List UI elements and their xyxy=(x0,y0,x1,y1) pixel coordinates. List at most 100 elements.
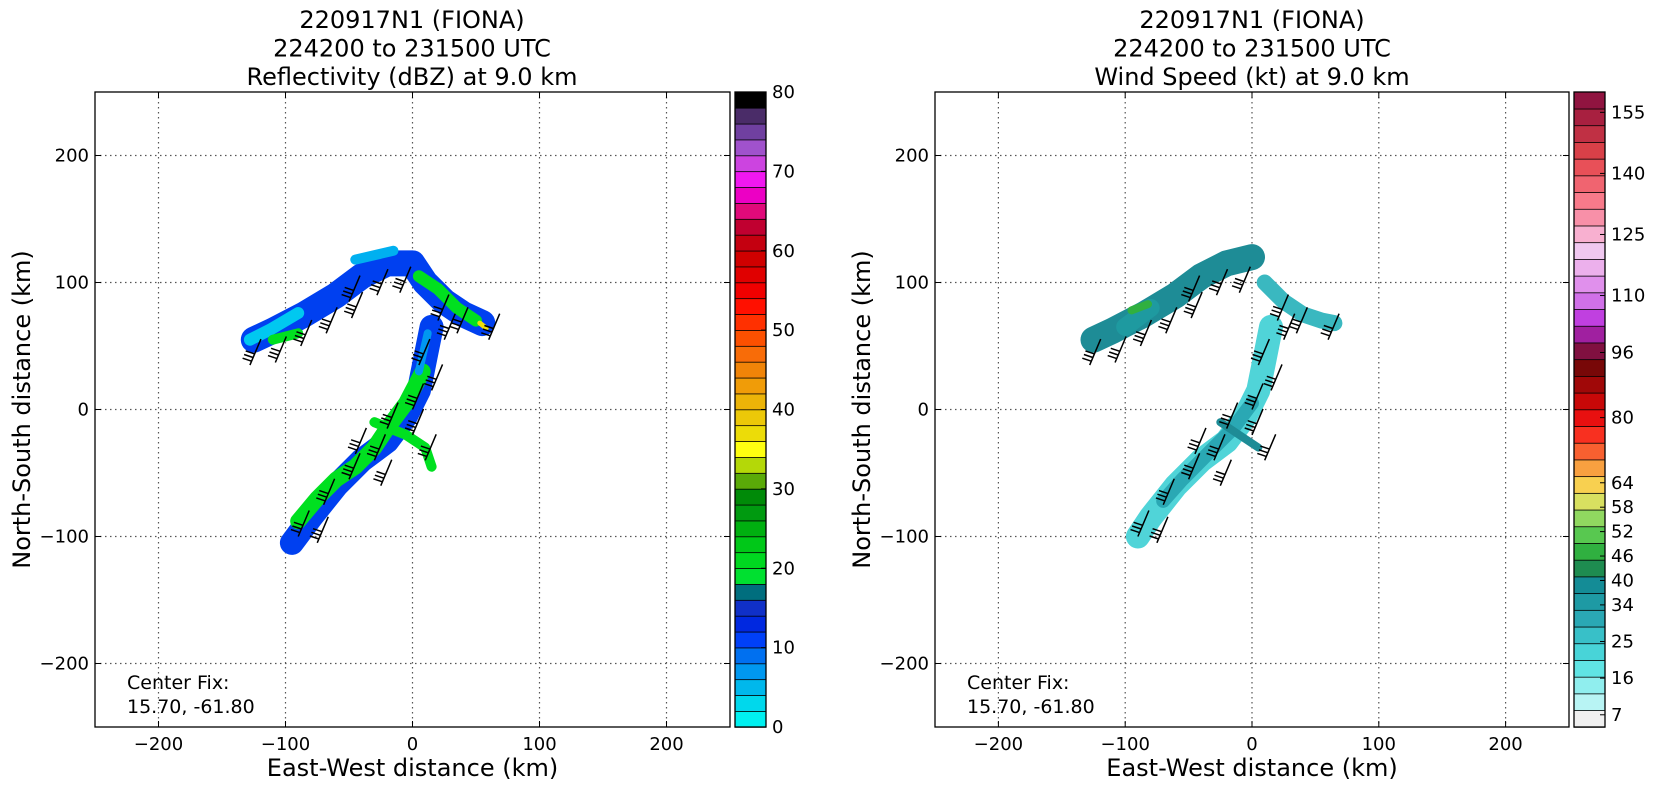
colorbar-swatch-13 xyxy=(734,504,767,522)
wind-barb-8 xyxy=(392,266,412,293)
data-swath-9 xyxy=(414,329,432,376)
wind-barb-9 xyxy=(430,294,450,321)
x-tick-label-3: 100 xyxy=(522,734,556,755)
colorbar-swatch-1 xyxy=(1573,693,1606,711)
colorbar-swatch-2 xyxy=(1573,676,1606,695)
colorbar-tick-label-5: 46 xyxy=(1611,546,1634,567)
chart-panel-1: 220917N1 (FIONA)224200 to 231500 UTCRefl… xyxy=(8,6,795,782)
colorbar-swatch-16 xyxy=(734,456,767,474)
colorbar-swatch-8 xyxy=(1573,576,1606,595)
wind-barb-11 xyxy=(1250,338,1271,366)
colorbar-swatch-3 xyxy=(734,663,767,681)
colorbar: 0 10 20 30 40 50 60 70 80 xyxy=(734,82,795,738)
wind-barb-22 xyxy=(347,427,368,455)
data-layer xyxy=(240,245,501,555)
wind-barb-6 xyxy=(369,268,389,296)
wind-barb-5 xyxy=(343,291,364,319)
chart-title-line-1: 220917N1 (FIONA) xyxy=(1139,6,1364,34)
colorbar-swatch-22 xyxy=(734,361,767,379)
colorbar-tick-label-3: 30 xyxy=(772,479,795,500)
colorbar-swatch-14 xyxy=(1573,475,1606,494)
colorbar-swatch-16 xyxy=(1573,442,1606,461)
colorbar-tick-label-4: 40 xyxy=(772,400,795,421)
wind-barb-19 xyxy=(1130,510,1150,537)
colorbar-swatch-36 xyxy=(1573,108,1606,127)
colorbar-swatch-14 xyxy=(734,488,767,506)
colorbar-swatch-21 xyxy=(1573,358,1606,377)
colorbar-swatch-1 xyxy=(734,694,767,712)
colorbar-tick-label-7: 70 xyxy=(772,161,795,182)
colorbar: 7 16 25 34 40 46 52 58 64 80 96 110 125 140 155 xyxy=(1573,91,1645,728)
wind-barb-2 xyxy=(267,336,288,363)
colorbar-tick-label-6: 60 xyxy=(772,241,795,262)
wind-barb-18 xyxy=(316,478,336,506)
data-swath-3 xyxy=(350,245,399,265)
colorbar-tick-label-8: 80 xyxy=(772,82,795,103)
colorbar-tick-label-14: 155 xyxy=(1611,102,1645,123)
colorbar-swatch-30 xyxy=(734,234,767,252)
gridlines xyxy=(95,92,730,727)
colorbar-tick-label-10: 96 xyxy=(1611,343,1634,364)
colorbar-swatch-0 xyxy=(1573,709,1606,728)
y-tick-label-3: 100 xyxy=(55,273,89,294)
colorbar-tick-label-1: 10 xyxy=(772,638,795,659)
wind-barb-25 xyxy=(449,307,469,334)
colorbar-swatch-34 xyxy=(1573,141,1606,160)
wind-barb-20 xyxy=(1149,516,1169,544)
colorbar-swatch-8 xyxy=(734,583,767,601)
wind-barb-24 xyxy=(481,313,501,340)
colorbar-swatch-11 xyxy=(1573,526,1606,544)
colorbar-tick-label-3: 34 xyxy=(1611,595,1634,616)
wind-barb-19 xyxy=(290,510,310,537)
colorbar-tick-label-7: 58 xyxy=(1611,497,1634,518)
colorbar-swatch-5 xyxy=(734,631,767,649)
colorbar-swatch-31 xyxy=(734,218,767,236)
colorbar-swatch-36 xyxy=(734,139,767,157)
colorbar-tick-label-9: 80 xyxy=(1611,408,1634,429)
wind-barb-6 xyxy=(1208,268,1229,296)
y-axis-label: North-South distance (km) xyxy=(8,250,36,569)
colorbar-swatch-29 xyxy=(734,250,767,268)
wind-barb-9 xyxy=(1269,294,1290,321)
colorbar-swatch-39 xyxy=(734,91,767,109)
wind-barb-2 xyxy=(1107,336,1127,363)
x-tick-label-3: 100 xyxy=(1362,734,1396,755)
colorbar-swatch-37 xyxy=(734,123,767,141)
chart-title-line-3: Reflectivity (dBZ) at 9.0 km xyxy=(247,63,578,91)
colorbar-tick-label-8: 64 xyxy=(1611,473,1634,494)
colorbar-swatch-19 xyxy=(734,409,767,427)
wind-barbs xyxy=(242,266,501,544)
center-fix-line-2: 15.70, -61.80 xyxy=(967,696,1095,718)
x-tick-label-2: 0 xyxy=(407,734,418,755)
colorbar-swatch-4 xyxy=(1573,643,1606,661)
center-fix-line-1: Center Fix: xyxy=(967,672,1069,694)
wind-barb-15 xyxy=(404,408,425,436)
data-swath-6 xyxy=(1156,396,1259,508)
wind-barb-5 xyxy=(1183,291,1203,319)
colorbar-swatch-6 xyxy=(734,615,767,633)
colorbar-tick-label-2: 20 xyxy=(772,558,795,579)
colorbar-swatch-2 xyxy=(734,678,767,696)
data-swath-1 xyxy=(1080,244,1265,353)
data-swath-8 xyxy=(369,417,437,472)
colorbar-swatch-33 xyxy=(734,186,767,204)
wind-barb-3 xyxy=(1132,319,1153,347)
y-tick-label-1: −100 xyxy=(880,527,929,548)
colorbar-swatch-4 xyxy=(734,647,767,665)
wind-barb-7 xyxy=(1181,275,1201,302)
colorbar-tick-label-12: 125 xyxy=(1611,224,1645,245)
colorbar-swatch-35 xyxy=(734,155,767,173)
colorbar-swatch-24 xyxy=(734,329,767,347)
data-swath-4 xyxy=(1256,274,1343,332)
wind-barb-12 xyxy=(423,364,444,391)
y-tick-label-4: 200 xyxy=(895,146,929,167)
data-swath-2 xyxy=(1116,298,1160,336)
colorbar-tick-label-0: 0 xyxy=(772,717,783,738)
x-tick-label-4: 200 xyxy=(649,734,683,755)
wind-barb-4 xyxy=(1158,307,1178,334)
colorbar-swatch-22 xyxy=(1573,342,1606,361)
colorbar-swatch-37 xyxy=(1573,91,1606,110)
data-swath-2 xyxy=(243,307,305,346)
chart-title-line-2: 224200 to 231500 UTC xyxy=(1113,35,1391,63)
